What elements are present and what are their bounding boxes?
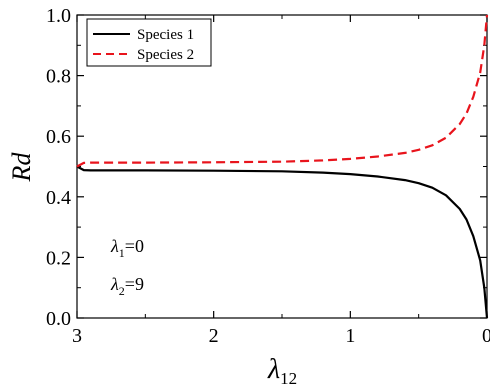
y-tick-label: 0.4 xyxy=(46,187,71,209)
y-tick-label: 0.8 xyxy=(46,66,71,88)
x-tick-label: 3 xyxy=(72,325,82,347)
x-axis-label-base: λ xyxy=(267,354,280,385)
legend-box xyxy=(86,18,212,67)
series-line-species-1 xyxy=(76,165,489,319)
annotation-lambda-2-rest: =9 xyxy=(125,274,144,294)
annotation-lambda-2-sub: 2 xyxy=(119,284,125,298)
x-tick-label: 0 xyxy=(482,325,490,347)
annotation-lambda-1-sub: 1 xyxy=(119,246,125,260)
tick-labels: 3 2 1 0 0.0 0.2 0.4 0.6 0.8 1.0 xyxy=(46,5,490,347)
annotation-lambda-1-rest: =0 xyxy=(125,236,144,256)
legend-label-species-2: Species 2 xyxy=(137,47,194,63)
legend-label-species-1: Species 1 xyxy=(137,27,194,43)
y-tick-label: 0.6 xyxy=(46,126,71,148)
x-tick-label: 2 xyxy=(209,325,219,347)
y-tick-label: 0.0 xyxy=(46,308,71,330)
series-line-species-2 xyxy=(76,14,489,168)
y-tick-label: 0.2 xyxy=(46,247,71,269)
series-lines xyxy=(76,14,489,319)
legend: Species 1 Species 2 xyxy=(86,18,212,67)
y-tick-label: 1.0 xyxy=(46,5,71,27)
annotation-lambda-2-base: λ xyxy=(110,274,119,294)
annotation-lambda-2: λ2=9 xyxy=(110,274,144,298)
x-tick-label: 1 xyxy=(345,325,355,347)
axis-ticks xyxy=(76,14,488,319)
y-axis-label: Rd xyxy=(7,152,36,183)
annotation-lambda-1-base: λ xyxy=(110,236,119,256)
x-axis-label-sub: 12 xyxy=(280,369,297,387)
annotation-lambda-1: λ1=0 xyxy=(110,236,144,260)
x-axis-label: λ12 xyxy=(267,354,297,387)
